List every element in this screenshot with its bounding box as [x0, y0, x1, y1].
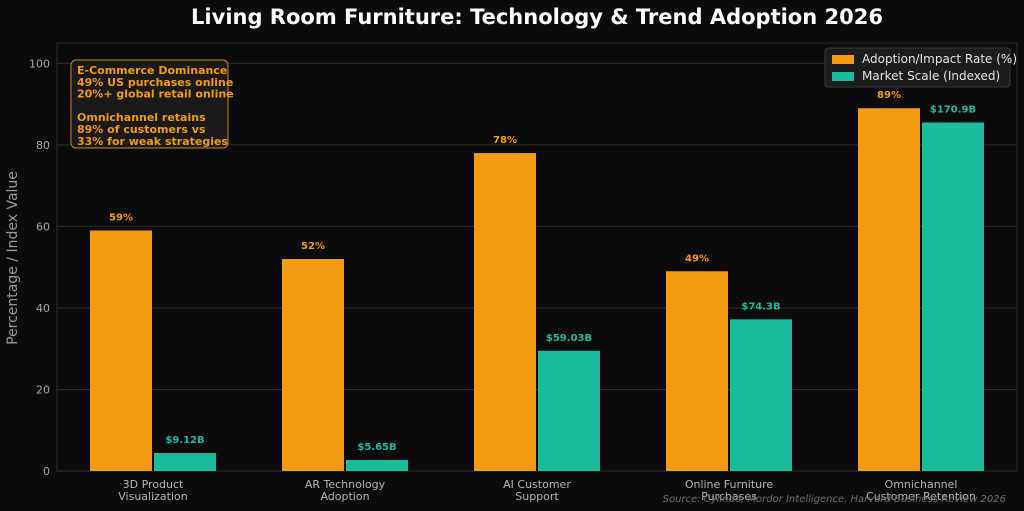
legend-swatch — [832, 72, 854, 81]
x-tick-label: Omnichannel Customer Retention — [866, 478, 976, 503]
annotation-line: 20%+ global retail online — [77, 88, 234, 101]
legend-swatch — [832, 55, 854, 64]
x-tick-label: Online Furniture Purchases — [685, 478, 774, 503]
y-tick-label: 80 — [36, 139, 50, 152]
bar — [666, 271, 728, 471]
bar — [90, 230, 152, 471]
y-tick-label: 100 — [29, 57, 50, 70]
bar-data-label: $5.65B — [357, 442, 396, 453]
annotation-line: 33% for weak strategies — [77, 135, 228, 148]
plot-area: 0 20 40 60 80 100 59% $9.12B 3D Product Visualiza… — [29, 42, 1018, 503]
bar-data-label: 52% — [301, 241, 325, 252]
y-axis-label: Percentage / Index Value — [5, 171, 21, 345]
bar-data-label: 49% — [685, 253, 709, 264]
bar-data-label: $59.03B — [546, 333, 592, 344]
legend-frame — [824, 47, 1011, 88]
chart-title: Living Room Furniture: Technology & Tren… — [191, 5, 883, 29]
y-tick-label: 20 — [36, 383, 50, 396]
annotation-line: 49% US purchases online — [77, 76, 233, 89]
bar-data-label: 89% — [877, 90, 901, 101]
legend: Adoption/Impact Rate (%) Market Scale (In… — [824, 47, 1017, 88]
bar — [474, 153, 536, 472]
legend-label: Adoption/Impact Rate (%) — [862, 52, 1017, 66]
source-note: Source: Cylindo, Mordor Intelligence, Ha… — [663, 494, 1006, 505]
bar-data-label: $9.12B — [165, 435, 204, 446]
bar-data-label: $170.9B — [930, 104, 976, 115]
annotation-frame — [70, 59, 229, 149]
bar — [346, 459, 408, 471]
x-tick-label: AI Customer Support — [503, 478, 571, 503]
y-tick-label: 60 — [36, 220, 50, 233]
bar — [922, 122, 984, 471]
annotation-line: E-Commerce Dominance — [77, 64, 227, 77]
annotation-line: Omnichannel retains — [77, 111, 206, 124]
bar-data-label: 59% — [109, 213, 133, 224]
bar-data-label: 78% — [493, 135, 517, 146]
x-tick-label: AR Technology Adoption — [305, 478, 386, 503]
x-tick-label: 3D Product Visualization — [118, 478, 188, 503]
annotation-line: 89% of customers vs — [77, 123, 206, 136]
bar-data-label: $74.3B — [741, 301, 780, 312]
legend-label: Market Scale (Indexed) — [862, 69, 1000, 83]
bar — [282, 259, 344, 471]
bar — [730, 319, 792, 471]
y-tick-label: 0 — [43, 465, 50, 478]
bar — [538, 350, 600, 471]
y-tick-label: 40 — [36, 302, 50, 315]
bar — [858, 108, 920, 471]
bar — [154, 453, 216, 471]
